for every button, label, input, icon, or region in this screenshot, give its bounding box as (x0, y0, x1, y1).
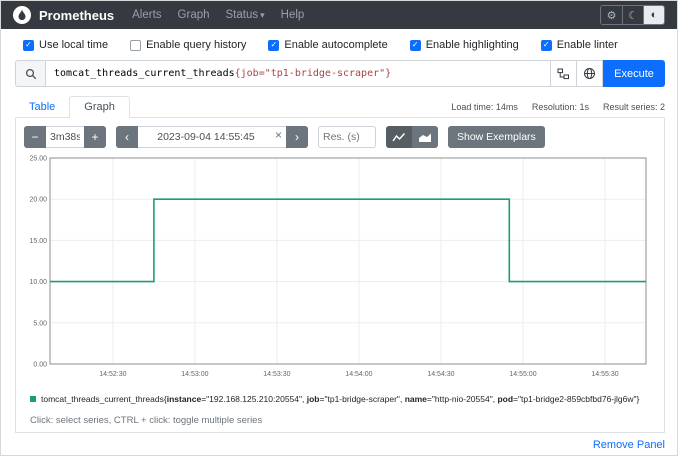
resolution-input[interactable] (318, 126, 376, 148)
execute-button[interactable]: Execute (603, 60, 665, 87)
svg-text:14:52:30: 14:52:30 (99, 371, 126, 378)
range-increase-button[interactable]: + (84, 126, 106, 148)
range-decrease-button[interactable]: − (24, 126, 46, 148)
stat-resolution: Resolution: 1s (531, 102, 589, 112)
svg-text:25.00: 25.00 (29, 156, 47, 163)
flame-icon (18, 9, 26, 21)
top-navbar: Prometheus Alerts Graph Status ▾ Help ⚙ ☾… (1, 1, 677, 29)
legend-hint-text: Click: select series, CTRL + click: togg… (30, 415, 263, 426)
search-icon (25, 68, 36, 79)
check-icon: ✓ (411, 40, 419, 49)
nav-item-alerts[interactable]: Alerts (132, 9, 162, 21)
options-row: ✓ Use local time ✓ Enable query history … (23, 37, 665, 53)
graph-panel: − + ‹ × › (15, 118, 665, 433)
svg-text:14:54:00: 14:54:00 (345, 371, 372, 378)
range-input[interactable] (46, 126, 84, 148)
chart-type-group (386, 126, 438, 148)
theme-dark-button[interactable]: ☾ (622, 6, 643, 24)
end-time-input[interactable] (138, 126, 286, 148)
stat-load-time: Load time: 14ms (451, 102, 518, 112)
search-addon (15, 60, 45, 87)
line-chart-icon (392, 132, 406, 141)
query-stats: Load time: 14ms Resolution: 1s Result se… (451, 102, 665, 117)
moon-icon: ☾ (628, 9, 638, 22)
show-exemplars-button[interactable]: Show Exemplars (448, 126, 545, 148)
tab-graph[interactable]: Graph (69, 96, 130, 118)
checkbox-enable-linter[interactable]: ✓ Enable linter (540, 39, 618, 51)
checkbox-box: ✓ (540, 39, 552, 51)
tree-view-icon (557, 68, 569, 79)
theme-toggle-group: ⚙ ☾ ◐ (600, 5, 665, 25)
checkbox-enable-query-history[interactable]: ✓ Enable query history (130, 39, 246, 51)
svg-text:14:53:30: 14:53:30 (263, 371, 290, 378)
time-control-group: ‹ × › (116, 126, 308, 148)
svg-text:14:53:00: 14:53:00 (181, 371, 208, 378)
svg-text:14:54:30: 14:54:30 (427, 371, 454, 378)
check-icon: ✓ (25, 40, 32, 49)
check-icon: ✓ (542, 40, 550, 49)
stacked-chart-icon (419, 133, 431, 142)
check-icon: ✓ (270, 40, 278, 49)
query-tree-view-button[interactable] (551, 60, 577, 87)
checkbox-box: ✓ (23, 39, 34, 51)
graph-controls: − + ‹ × › (24, 126, 660, 148)
stacked-chart-button[interactable] (412, 126, 438, 148)
clear-time-icon[interactable]: × (274, 128, 282, 142)
svg-text:14:55:30: 14:55:30 (591, 371, 618, 378)
time-input-wrap: × (138, 126, 286, 148)
svg-text:0.00: 0.00 (33, 362, 47, 369)
theme-light-button[interactable]: ◐ (643, 6, 664, 24)
remove-panel-link[interactable]: Remove Panel (592, 439, 665, 451)
svg-text:20.00: 20.00 (29, 197, 47, 204)
checkbox-enable-highlighting[interactable]: ✓ Enable highlighting (409, 39, 519, 51)
brand-title: Prometheus (39, 7, 115, 23)
checkbox-box: ✓ (130, 39, 142, 51)
svg-text:5.00: 5.00 (33, 320, 47, 327)
chart-area: 25.00 20.00 15.00 10.00 5.00 0.00 14:52:30 14:5… (22, 152, 658, 386)
panel-tabs: Table Graph Load time: 14ms Resolution: … (15, 95, 665, 118)
metrics-explorer-button[interactable] (577, 60, 603, 87)
checkbox-box: ✓ (409, 39, 421, 51)
tab-table[interactable]: Table (29, 101, 56, 113)
query-expression-input[interactable]: tomcat_threads_current_threads {job="tp1-… (45, 60, 551, 87)
nav-item-graph[interactable]: Graph (177, 9, 210, 21)
graph-canvas[interactable]: 25.00 20.00 15.00 10.00 5.00 0.00 14:52:30 14:5… (22, 152, 652, 386)
checkbox-box: ✓ (268, 39, 280, 51)
globe-icon (584, 68, 595, 79)
svg-text:15.00: 15.00 (29, 238, 47, 245)
range-control-group: − + (24, 126, 106, 148)
prometheus-logo-icon[interactable] (13, 6, 31, 24)
svg-text:10.00: 10.00 (29, 279, 47, 286)
nav-item-status[interactable]: Status ▾ (225, 9, 265, 21)
query-metric-text: tomcat_threads_current_threads (54, 68, 235, 79)
gear-icon: ⚙ (606, 9, 617, 22)
query-selector-text: {job="tp1-bridge-scraper"} (234, 68, 392, 79)
series-legend[interactable]: tomcat_threads_current_threads{instance=… (30, 394, 660, 404)
stat-result-series: Result series: 2 (602, 102, 665, 112)
checkbox-enable-autocomplete[interactable]: ✓ Enable autocomplete (268, 39, 388, 51)
checkbox-use-local-time[interactable]: ✓ Use local time (23, 39, 108, 51)
series-label-text: tomcat_threads_current_threads{instance=… (41, 394, 640, 404)
series-color-swatch (30, 396, 36, 402)
time-forward-button[interactable]: › (286, 126, 308, 148)
panel-footer: Remove Panel (15, 439, 665, 451)
line-chart-button[interactable] (386, 126, 412, 148)
svg-text:14:55:00: 14:55:00 (509, 371, 536, 378)
theme-auto-button[interactable]: ⚙ (601, 6, 622, 24)
time-back-button[interactable]: ‹ (116, 126, 138, 148)
nav-item-help[interactable]: Help (280, 9, 305, 21)
query-bar: tomcat_threads_current_threads {job="tp1-… (15, 60, 665, 87)
contrast-icon: ◐ (650, 9, 658, 21)
caret-down-icon: ▾ (260, 10, 265, 20)
